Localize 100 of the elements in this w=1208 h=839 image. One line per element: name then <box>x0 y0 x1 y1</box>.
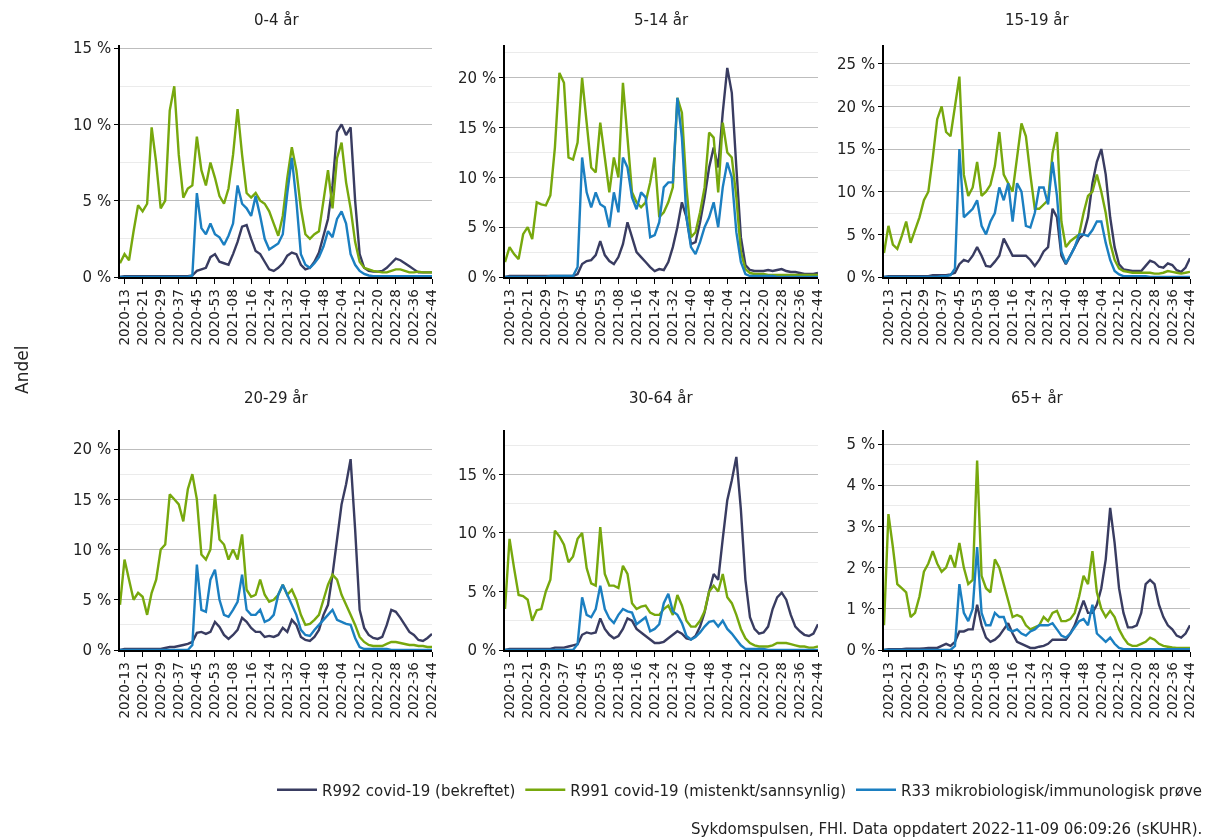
x-tick-label: 2022-12 <box>1110 662 1127 719</box>
x-tick-label: 2021-16 <box>242 662 259 719</box>
x-tick-label: 2020-53 <box>968 662 985 719</box>
y-tick-label: 10 % <box>458 524 497 543</box>
legend-label: R991 covid-19 (mistenkt/sannsynlig) <box>570 781 846 800</box>
y-tick-label: 5 % <box>846 435 876 454</box>
x-tick-label: 2020-37 <box>170 662 187 719</box>
x-tick-label: 2020-29 <box>915 289 932 346</box>
x-tick-label: 2022-04 <box>1092 662 1109 719</box>
x-tick-label: 2022-04 <box>718 289 735 346</box>
x-tick-label: 2021-32 <box>278 662 295 719</box>
x-tick-label: 2022-36 <box>405 289 422 346</box>
x-tick-label: 2021-32 <box>278 289 295 346</box>
y-tick-label: 0 % <box>467 641 497 660</box>
x-tick-label: 2022-28 <box>1145 289 1162 346</box>
x-tick-label: 2021-40 <box>682 289 699 346</box>
x-tick-label: 2022-44 <box>423 662 440 719</box>
x-tick-label: 2022-04 <box>718 662 735 719</box>
x-tick-label: 2020-13 <box>879 289 896 346</box>
x-tick-label: 2021-08 <box>609 662 626 719</box>
x-tick-label: 2021-08 <box>224 289 241 346</box>
x-tick-label: 2020-29 <box>537 289 554 346</box>
x-tick-label: 2022-04 <box>1092 289 1109 346</box>
x-tick-label: 2021-32 <box>1039 289 1056 346</box>
x-tick-label: 2021-16 <box>242 289 259 346</box>
x-tick-label: 2022-20 <box>369 289 386 346</box>
x-tick-label: 2022-20 <box>754 289 771 346</box>
x-tick-label: 2021-48 <box>700 289 717 346</box>
x-tick-label: 2020-53 <box>591 662 608 719</box>
x-tick-label: 2020-29 <box>152 662 169 719</box>
x-tick-label: 2020-13 <box>500 289 517 346</box>
chart-title: 15-19 år <box>1005 11 1070 29</box>
x-tick-label: 2020-45 <box>188 289 205 346</box>
y-tick-label: 5 % <box>467 218 497 237</box>
x-tick-label: 2020-45 <box>573 662 590 719</box>
x-tick-label: 2021-40 <box>682 662 699 719</box>
x-tick-label: 2022-36 <box>405 662 422 719</box>
x-tick-label: 2022-04 <box>332 289 349 346</box>
x-tick-label: 2021-08 <box>986 289 1003 346</box>
x-tick-label: 2022-44 <box>1181 289 1198 346</box>
x-tick-label: 2022-28 <box>773 289 790 346</box>
text: Sykdomspulsen, FHI. Data oppdatert 2022-11-09 06:09:26 (sKUHR). <box>691 820 1203 838</box>
y-tick-label: 15 % <box>73 490 112 509</box>
x-tick-label: 2021-16 <box>1004 289 1020 346</box>
x-tick-label: 2021-40 <box>1057 662 1074 719</box>
x-tick-label: 2022-44 <box>1181 662 1198 719</box>
x-tick-label: 2022-36 <box>1163 289 1180 346</box>
x-tick-label: 2022-44 <box>809 662 826 719</box>
legend-label: R992 covid-19 (bekreftet) <box>322 781 516 800</box>
x-tick-label: 2022-12 <box>351 289 368 346</box>
x-tick-label: 2022-36 <box>1163 662 1180 719</box>
x-tick-label: 2020-37 <box>933 289 950 346</box>
x-tick-label: 2020-29 <box>915 662 932 719</box>
line-series <box>120 85 432 274</box>
y-tick-label: 25 % <box>837 55 876 74</box>
x-tick-label: 2021-08 <box>609 289 626 346</box>
y-tick-label: 5 % <box>846 225 876 244</box>
x-tick-label: 2022-12 <box>351 662 368 719</box>
y-tick-label: 20 % <box>73 440 112 459</box>
y-tick-label: 0 % <box>846 641 876 660</box>
x-tick-label: 2021-40 <box>296 289 313 346</box>
x-tick-label: 2022-20 <box>369 662 386 719</box>
x-tick-label: 2021-08 <box>986 662 1003 719</box>
y-tick-label: 5 % <box>467 582 497 601</box>
x-tick-label: 2020-13 <box>115 289 132 346</box>
legend-label: R33 mikrobiologisk/immunologisk prøve <box>901 781 1203 800</box>
y-tick-label: 10 % <box>73 540 112 559</box>
x-tick-label: 2021-48 <box>314 289 331 346</box>
x-tick-label: 2021-32 <box>1039 662 1056 719</box>
y-tick-label: 15 % <box>458 465 497 484</box>
x-tick-label: 2020-21 <box>897 289 914 346</box>
x-tick-label: 2022-12 <box>1110 289 1127 346</box>
y-tick-label: 0 % <box>82 641 112 660</box>
x-tick-label: 2022-44 <box>809 289 826 346</box>
y-tick-label: 1 % <box>846 600 876 619</box>
x-tick-label: 2020-53 <box>206 289 223 346</box>
y-tick-label: 20 % <box>458 69 497 88</box>
chart-title: 0-4 år <box>254 11 300 29</box>
x-tick-label: 2020-13 <box>115 662 132 719</box>
x-tick-label: 2022-12 <box>736 289 753 346</box>
x-tick-label: 2021-16 <box>1004 662 1020 719</box>
x-tick-label: 2020-37 <box>555 662 572 719</box>
x-tick-label: 2020-45 <box>950 289 967 346</box>
y-tick-label: 10 % <box>458 168 497 187</box>
x-tick-label: 2021-48 <box>700 662 717 719</box>
x-tick-label: 2020-53 <box>968 289 985 346</box>
x-tick-label: 2020-37 <box>933 662 950 719</box>
x-tick-label: 2020-29 <box>537 662 554 719</box>
y-tick-label: 3 % <box>846 517 876 536</box>
x-tick-label: 2021-48 <box>314 662 331 719</box>
y-tick-label: 15 % <box>73 39 112 58</box>
y-tick-label: 5 % <box>82 591 112 610</box>
x-tick-label: 2022-20 <box>1128 662 1145 719</box>
x-tick-label: 2021-48 <box>1074 289 1091 346</box>
x-tick-label: 2022-12 <box>736 662 753 719</box>
x-tick-label: 2021-16 <box>627 289 644 346</box>
chart-title: 65+ år <box>1011 389 1064 407</box>
x-tick-label: 2021-24 <box>260 289 277 346</box>
x-tick-label: 2020-37 <box>555 289 572 346</box>
y-tick-label: 4 % <box>846 476 876 495</box>
